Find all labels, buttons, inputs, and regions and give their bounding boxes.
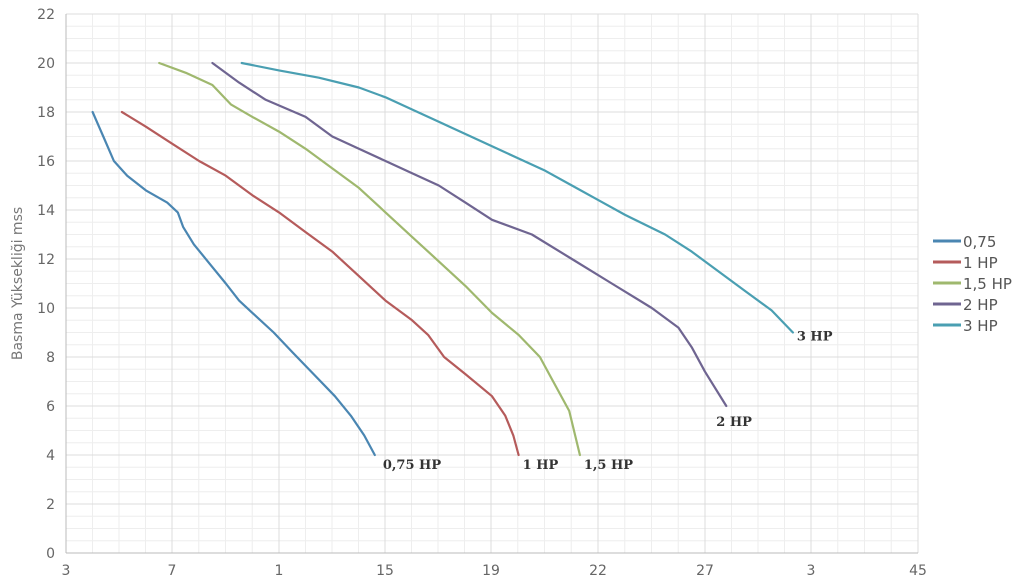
x-tick-label: 7 xyxy=(168,563,177,579)
x-tick-label: 1 xyxy=(275,563,284,579)
curve-end-label: 3 HP xyxy=(797,330,833,345)
y-tick-label: 6 xyxy=(46,399,55,415)
series-line-3 xyxy=(211,61,728,408)
series-line-2 xyxy=(158,61,581,457)
y-axis-title: Basma Yüksekliği mss xyxy=(10,207,26,360)
curve-end-label: 0,75 HP xyxy=(383,458,441,473)
legend-item-label: 3 HP xyxy=(963,317,998,335)
x-tick-label: 15 xyxy=(376,563,394,579)
series-group xyxy=(91,61,794,457)
y-tick-label: 12 xyxy=(37,252,55,268)
y-tick-label: 22 xyxy=(37,7,55,23)
curve-end-label: 1 HP xyxy=(523,458,559,473)
y-tick-label: 2 xyxy=(46,497,55,513)
x-tick-label: 27 xyxy=(696,563,714,579)
curve-labels: 0,75 HP 1 HP 1,5 HP 2 HP 3 HP xyxy=(383,330,833,474)
y-tick-label: 20 xyxy=(37,56,55,72)
y-tick-label: 14 xyxy=(37,203,55,219)
y-tick-label: 4 xyxy=(46,448,55,464)
legend: 0,75 1 HP 1,5 HP 2 HP 3 HP xyxy=(933,233,1012,335)
x-tick-label: 45 xyxy=(909,563,927,579)
x-tick-label: 3 xyxy=(807,563,816,579)
legend-item-label: 1 HP xyxy=(963,254,998,272)
x-tick-label: 3 xyxy=(62,563,71,579)
x-tick-label: 19 xyxy=(482,563,500,579)
series-line-0 xyxy=(91,110,376,457)
grid xyxy=(65,13,919,554)
y-tick-label: 16 xyxy=(37,154,55,170)
legend-item-label: 0,75 xyxy=(963,233,996,251)
legend-item-label: 2 HP xyxy=(963,296,998,314)
series-line-1 xyxy=(120,110,520,457)
curve-end-label: 1,5 HP xyxy=(584,458,633,473)
axes: 3 7 1 15 19 22 27 3 45 0 2 4 6 8 10 12 14 16 18 20 22 Basma Y… xyxy=(10,7,927,579)
legend-item-label: 1,5 HP xyxy=(963,275,1012,293)
y-tick-label: 18 xyxy=(37,105,55,121)
y-tick-label: 8 xyxy=(46,350,55,366)
series-line-4 xyxy=(240,61,794,334)
y-tick-label: 10 xyxy=(37,301,55,317)
curve-end-label: 2 HP xyxy=(716,415,752,430)
x-tick-label: 22 xyxy=(589,563,607,579)
y-tick-label: 0 xyxy=(46,546,55,562)
